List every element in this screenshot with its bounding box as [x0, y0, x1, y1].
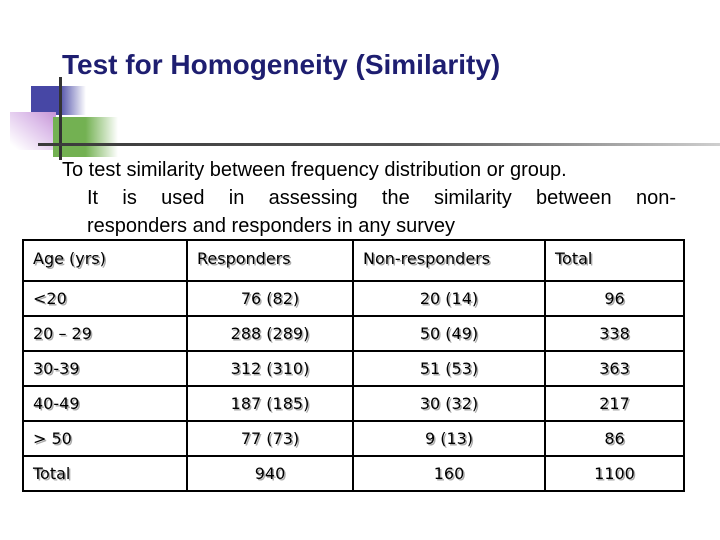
- accent-green-square: [53, 117, 118, 157]
- table-total-row: Total 940 160 1100: [22, 455, 685, 492]
- frequency-table: Age (yrs) Responders Non-responders Tota…: [22, 239, 685, 492]
- cell-responders: 312 (310): [186, 350, 354, 387]
- cell-responders: 288 (289): [186, 315, 354, 352]
- body-line-2: It is used in assessing the similarity b…: [87, 187, 676, 209]
- cell-total: 363: [544, 350, 685, 387]
- header-non-responders: Non-responders: [352, 239, 546, 282]
- cell-non-responders: 50 (49): [352, 315, 546, 352]
- table-header-row: Age (yrs) Responders Non-responders Tota…: [22, 239, 685, 282]
- slide-title: Test for Homogeneity (Similarity): [62, 49, 501, 80]
- cell-total: 217: [544, 385, 685, 422]
- table-row: > 50 77 (73) 9 (13) 86: [22, 420, 685, 457]
- horizontal-rule: [38, 143, 720, 146]
- cell-age: Total: [22, 455, 188, 492]
- cell-age: > 50: [22, 420, 188, 457]
- cell-total: 96: [544, 280, 685, 317]
- cell-responders: 77 (73): [186, 420, 354, 457]
- accent-blue-square: [31, 86, 86, 115]
- cell-non-responders: 160: [352, 455, 546, 492]
- cell-non-responders: 20 (14): [352, 280, 546, 317]
- cell-responders: 76 (82): [186, 280, 354, 317]
- header-total: Total: [544, 239, 685, 282]
- cell-age: 20 – 29: [22, 315, 188, 352]
- cell-total: 1100: [544, 455, 685, 492]
- body-line-3: responders and responders in any survey: [87, 215, 455, 237]
- body-line-1: To test similarity between frequency dis…: [62, 159, 567, 181]
- cell-responders: 940: [186, 455, 354, 492]
- cell-age: 30-39: [22, 350, 188, 387]
- cell-age: 40-49: [22, 385, 188, 422]
- body-paragraph: To test similarity between frequency dis…: [62, 156, 676, 240]
- cell-non-responders: 51 (53): [352, 350, 546, 387]
- cell-responders: 187 (185): [186, 385, 354, 422]
- header-responders: Responders: [186, 239, 354, 282]
- cell-total: 338: [544, 315, 685, 352]
- vertical-rule: [59, 77, 62, 160]
- cell-non-responders: 9 (13): [352, 420, 546, 457]
- table-row: 20 – 29 288 (289) 50 (49) 338: [22, 315, 685, 352]
- table-row: 40-49 187 (185) 30 (32) 217: [22, 385, 685, 422]
- header-age: Age (yrs): [22, 239, 188, 282]
- table-row: 30-39 312 (310) 51 (53) 363: [22, 350, 685, 387]
- cell-total: 86: [544, 420, 685, 457]
- table-row: <20 76 (82) 20 (14) 96: [22, 280, 685, 317]
- cell-age: <20: [22, 280, 188, 317]
- cell-non-responders: 30 (32): [352, 385, 546, 422]
